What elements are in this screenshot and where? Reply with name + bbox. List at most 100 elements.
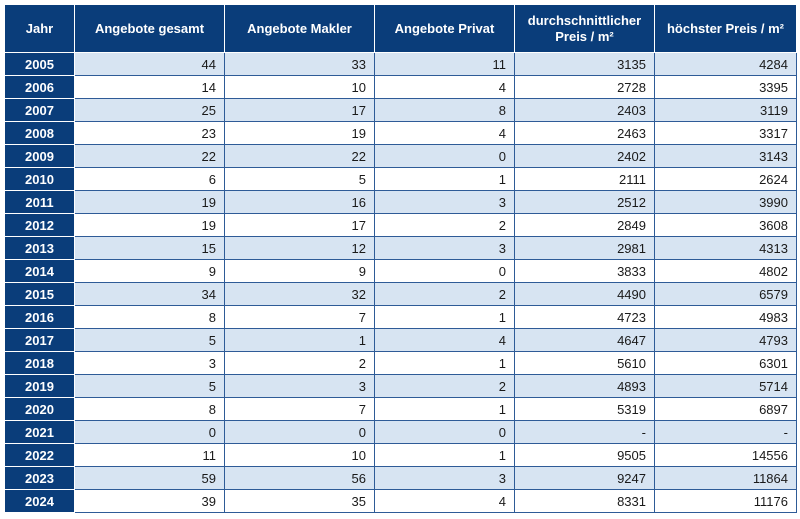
- data-cell: 7: [225, 306, 375, 329]
- data-cell: 14556: [655, 444, 797, 467]
- data-cell: -: [515, 421, 655, 444]
- data-cell: 2402: [515, 145, 655, 168]
- data-cell: 56: [225, 467, 375, 490]
- data-cell: 1: [225, 329, 375, 352]
- data-cell: 39: [75, 490, 225, 513]
- data-cell: 2111: [515, 168, 655, 191]
- data-cell: 4490: [515, 283, 655, 306]
- data-cell: 4313: [655, 237, 797, 260]
- data-cell: 4: [375, 490, 515, 513]
- data-cell: 34: [75, 283, 225, 306]
- data-cell: 0: [375, 145, 515, 168]
- data-cell: 3: [75, 352, 225, 375]
- data-cell: 0: [225, 421, 375, 444]
- table-row: 202439354833111176: [5, 490, 797, 513]
- table-row: 20061410427283395: [5, 76, 797, 99]
- year-cell: 2005: [5, 53, 75, 76]
- data-cell: 6579: [655, 283, 797, 306]
- data-cell: 22: [75, 145, 225, 168]
- data-cell: 1: [375, 444, 515, 467]
- data-cell: 5: [75, 329, 225, 352]
- data-cell: 4983: [655, 306, 797, 329]
- data-cell: 2728: [515, 76, 655, 99]
- data-cell: 0: [375, 260, 515, 283]
- data-cell: 2512: [515, 191, 655, 214]
- year-cell: 2020: [5, 398, 75, 421]
- table-row: 20092222024023143: [5, 145, 797, 168]
- data-cell: 59: [75, 467, 225, 490]
- data-cell: 2463: [515, 122, 655, 145]
- table-row: 201065121112624: [5, 168, 797, 191]
- table-row: 20121917228493608: [5, 214, 797, 237]
- data-cell: 1: [375, 306, 515, 329]
- data-cell: 33: [225, 53, 375, 76]
- data-cell: 5714: [655, 375, 797, 398]
- data-cell: -: [655, 421, 797, 444]
- year-cell: 2015: [5, 283, 75, 306]
- data-cell: 16: [225, 191, 375, 214]
- year-cell: 2014: [5, 260, 75, 283]
- year-cell: 2006: [5, 76, 75, 99]
- year-cell: 2010: [5, 168, 75, 191]
- data-cell: 1: [375, 352, 515, 375]
- data-cell: 3317: [655, 122, 797, 145]
- data-cell: 3: [375, 467, 515, 490]
- data-cell: 11176: [655, 490, 797, 513]
- data-cell: 3608: [655, 214, 797, 237]
- data-cell: 4647: [515, 329, 655, 352]
- year-cell: 2018: [5, 352, 75, 375]
- col-header-5: höchster Preis / m²: [655, 5, 797, 53]
- col-header-4: durchschnittlicher Preis / m²: [515, 5, 655, 53]
- data-cell: 4: [375, 76, 515, 99]
- data-cell: 4793: [655, 329, 797, 352]
- data-cell: 15: [75, 237, 225, 260]
- table-row: 202211101950514556: [5, 444, 797, 467]
- table-row: 2021000--: [5, 421, 797, 444]
- year-cell: 2021: [5, 421, 75, 444]
- data-cell: 5: [225, 168, 375, 191]
- data-cell: 2849: [515, 214, 655, 237]
- data-cell: 9247: [515, 467, 655, 490]
- table-row: 202087153196897: [5, 398, 797, 421]
- col-header-1: Angebote gesamt: [75, 5, 225, 53]
- data-cell: 2: [375, 283, 515, 306]
- data-cell: 17: [225, 214, 375, 237]
- col-header-2: Angebote Makler: [225, 5, 375, 53]
- data-cell: 23: [75, 122, 225, 145]
- data-cell: 3119: [655, 99, 797, 122]
- data-cell: 2: [375, 214, 515, 237]
- data-cell: 11864: [655, 467, 797, 490]
- data-cell: 0: [375, 421, 515, 444]
- data-cell: 32: [225, 283, 375, 306]
- data-cell: 17: [225, 99, 375, 122]
- data-cell: 2: [375, 375, 515, 398]
- data-cell: 25: [75, 99, 225, 122]
- data-cell: 44: [75, 53, 225, 76]
- data-cell: 2403: [515, 99, 655, 122]
- year-cell: 2012: [5, 214, 75, 237]
- data-cell: 12: [225, 237, 375, 260]
- data-cell: 3143: [655, 145, 797, 168]
- data-cell: 3395: [655, 76, 797, 99]
- table-row: 20153432244906579: [5, 283, 797, 306]
- data-cell: 14: [75, 76, 225, 99]
- table-row: 20082319424633317: [5, 122, 797, 145]
- data-cell: 11: [75, 444, 225, 467]
- data-cell: 1: [375, 168, 515, 191]
- year-cell: 2013: [5, 237, 75, 260]
- data-cell: 3: [375, 191, 515, 214]
- data-cell: 4: [375, 122, 515, 145]
- data-cell: 1: [375, 398, 515, 421]
- data-cell: 10: [225, 444, 375, 467]
- data-cell: 10: [225, 76, 375, 99]
- data-cell: 2624: [655, 168, 797, 191]
- table-row: 202359563924711864: [5, 467, 797, 490]
- table-row: 20131512329814313: [5, 237, 797, 260]
- year-cell: 2009: [5, 145, 75, 168]
- data-cell: 3: [225, 375, 375, 398]
- data-cell: 3: [375, 237, 515, 260]
- table-row: 201687147234983: [5, 306, 797, 329]
- data-cell: 9: [225, 260, 375, 283]
- year-cell: 2017: [5, 329, 75, 352]
- data-cell: 8331: [515, 490, 655, 513]
